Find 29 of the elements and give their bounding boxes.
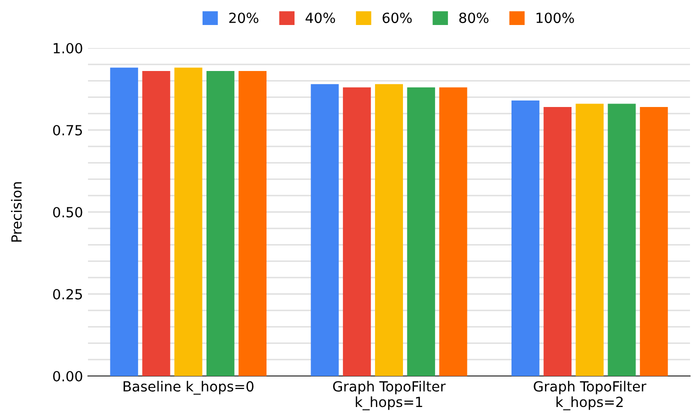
y-tick-label: 0.25 [53,288,82,300]
bar [439,87,468,376]
bar [310,84,339,376]
legend-label: 20% [229,12,258,24]
bar [407,87,436,376]
y-axis-title: Precision [10,182,22,242]
x-tick-label: Graph TopoFilter k_hops=2 [534,380,646,410]
x-tick-label: Baseline k_hops=0 [124,380,254,395]
bar [608,104,636,376]
bar [206,70,234,376]
bar [142,70,170,376]
bar [576,104,604,376]
bar [544,107,572,376]
bar [110,68,138,376]
legend-label: 100% [536,12,574,24]
y-tick-label: 0.00 [53,370,82,382]
bar [375,84,403,376]
legend-label: 40% [306,12,336,24]
legend-label: 60% [382,12,412,24]
y-tick-label: 0.50 [53,206,82,218]
bar [640,107,668,376]
y-tick-label: 0.75 [53,124,82,136]
y-tick-label: 1.00 [54,42,82,54]
bar [511,100,540,376]
bar [238,70,267,376]
bar [342,87,371,376]
x-tick-label: Graph TopoFilter k_hops=1 [333,380,446,410]
legend-label: 80% [459,12,488,24]
bar [174,68,202,376]
